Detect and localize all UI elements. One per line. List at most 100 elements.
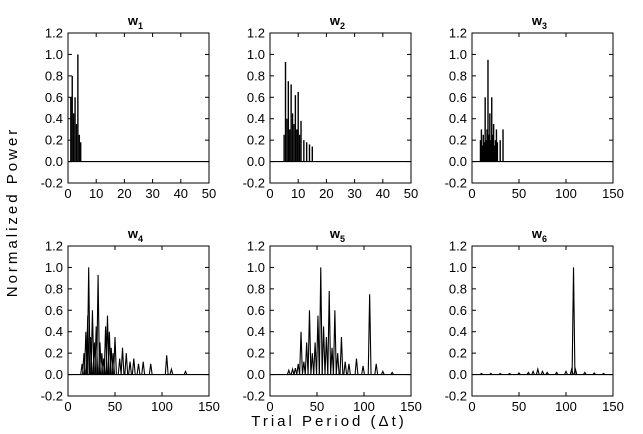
y-tick-label: -0.2 <box>243 389 265 404</box>
plot-frame <box>471 245 614 397</box>
power-peak <box>531 369 536 375</box>
panel-3: w3 -0.2 0.0 0.2 0.4 0.6 0.8 1.0 1.2 0 50 100 150 <box>445 13 624 201</box>
x-tick-label: 10 <box>89 186 103 201</box>
power-peak <box>339 337 344 375</box>
power-peak <box>535 367 540 375</box>
power-peak <box>526 371 531 375</box>
y-tick-label: 1.2 <box>449 239 467 254</box>
y-tick-label: 0.8 <box>45 68 63 83</box>
y-tick-label: 1.2 <box>45 26 63 41</box>
power-peak <box>113 337 117 375</box>
y-tick-label: 0.8 <box>247 68 265 83</box>
x-tick-label: 150 <box>602 186 624 201</box>
power-peak <box>301 361 306 375</box>
y-tick-label: 0.2 <box>247 133 265 148</box>
y-tick-label: 1.2 <box>449 26 467 41</box>
y-tick-label: 1.2 <box>247 26 265 41</box>
power-peak <box>131 358 136 375</box>
y-tick-label: 0.6 <box>449 90 467 105</box>
power-peak <box>343 361 348 375</box>
power-peak <box>390 371 395 375</box>
x-tick-label: 40 <box>174 186 188 201</box>
y-tick-label: 0.2 <box>449 346 467 361</box>
power-peak <box>332 310 337 375</box>
panel-title: w5 <box>329 226 345 244</box>
power-peak <box>564 369 568 375</box>
plot-frame <box>269 32 412 184</box>
y-tick-label: 0.4 <box>449 111 467 126</box>
y-tick-label: 0.2 <box>247 346 265 361</box>
y-tick-label: -0.2 <box>41 389 63 404</box>
x-tick-label: 0 <box>468 186 475 201</box>
x-tick-label: 50 <box>512 399 526 414</box>
power-peak <box>327 290 332 375</box>
power-peak <box>324 337 329 375</box>
y-tick-label: 1.2 <box>45 239 63 254</box>
y-tick-label: 0.8 <box>247 281 265 296</box>
power-peak <box>582 371 587 375</box>
power-peak <box>321 326 326 375</box>
y-tick-label: 0.4 <box>247 324 265 339</box>
y-tick-label: 0.0 <box>45 367 63 382</box>
x-tick-label: 0 <box>266 186 273 201</box>
plot-frame <box>67 32 210 184</box>
y-tick-label: -0.2 <box>445 176 467 191</box>
panel-2: w2 -0.2 0.0 0.2 0.4 0.6 0.8 1.0 1.2 0 10 20 30 40 50 <box>243 13 419 201</box>
panel-5: w5 -0.2 0.0 0.2 0.4 0.6 0.8 1.0 1.2 0 50 100 150 <box>243 226 422 414</box>
power-peak <box>367 294 372 375</box>
power-peak <box>592 372 597 375</box>
y-tick-label: 0.2 <box>45 133 63 148</box>
power-peak <box>313 342 318 375</box>
power-peak <box>141 361 146 375</box>
plot-frame <box>471 32 614 184</box>
power-peak <box>361 365 366 375</box>
x-tick-label: 0 <box>64 186 71 201</box>
power-peak <box>96 274 101 375</box>
y-tick-label: 1.0 <box>247 260 265 275</box>
panel-title: w3 <box>531 13 547 31</box>
x-tick-label: 10 <box>291 186 305 201</box>
panel-4: w4 -0.2 0.0 0.2 0.4 0.6 0.8 1.0 1.2 0 50 100 150 <box>41 226 220 414</box>
power-peak <box>293 368 298 375</box>
x-tick-label: 30 <box>145 186 159 201</box>
panel-grid: w1-0.20.00.20.40.60.81.01.20 10 20 30 40 50w2… <box>41 13 624 414</box>
power-peak <box>148 363 153 375</box>
y-tick-label: 0.8 <box>45 281 63 296</box>
power-peak <box>374 363 379 375</box>
power-peak <box>315 315 320 375</box>
y-tick-label: 0.6 <box>45 303 63 318</box>
x-tick-label: 150 <box>198 399 220 414</box>
power-peak <box>183 369 188 375</box>
x-tick-label: 150 <box>602 399 624 414</box>
y-tick-label: 0.0 <box>45 154 63 169</box>
y-tick-label: 0.0 <box>247 367 265 382</box>
y-tick-label: 0.6 <box>45 90 63 105</box>
x-tick-label: 50 <box>310 399 324 414</box>
x-tick-label: 20 <box>117 186 131 201</box>
y-tick-label: 1.0 <box>45 260 63 275</box>
y-tick-label: 0.2 <box>449 133 467 148</box>
y-tick-label: 0.4 <box>45 324 63 339</box>
power-peak <box>307 310 312 375</box>
y-tick-label: 1.0 <box>247 47 265 62</box>
power-peak <box>498 372 502 376</box>
power-peak <box>304 342 309 375</box>
y-tick-label: 1.2 <box>247 239 265 254</box>
power-peak <box>169 367 174 375</box>
y-tick-label: 1.0 <box>449 260 467 275</box>
y-tick-label: -0.2 <box>243 176 265 191</box>
x-tick-label: 100 <box>555 399 577 414</box>
x-tick-label: 20 <box>319 186 333 201</box>
panel-title: w1 <box>127 13 143 31</box>
x-tick-label: 40 <box>376 186 390 201</box>
power-peak <box>330 347 334 375</box>
power-peak <box>380 369 385 375</box>
y-tick-label: 0.8 <box>449 68 467 83</box>
y-tick-label: 1.0 <box>45 47 63 62</box>
x-tick-label: 0 <box>468 399 475 414</box>
power-peak <box>290 367 295 375</box>
power-peak <box>299 331 303 375</box>
panel-1: w1 -0.2 0.0 0.2 0.4 0.6 0.8 1.0 1.2 0 10 20 30 40 50 <box>41 13 217 201</box>
y-tick-label: -0.2 <box>445 389 467 404</box>
x-tick-label: 100 <box>353 399 375 414</box>
